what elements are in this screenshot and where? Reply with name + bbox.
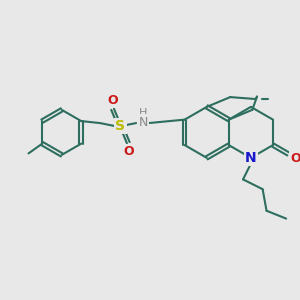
Text: N: N	[138, 116, 148, 129]
Text: S: S	[116, 119, 125, 133]
Text: H: H	[139, 108, 147, 118]
Text: O: O	[123, 145, 134, 158]
Text: O: O	[290, 152, 300, 165]
Text: O: O	[107, 94, 118, 107]
Text: N: N	[245, 151, 257, 165]
